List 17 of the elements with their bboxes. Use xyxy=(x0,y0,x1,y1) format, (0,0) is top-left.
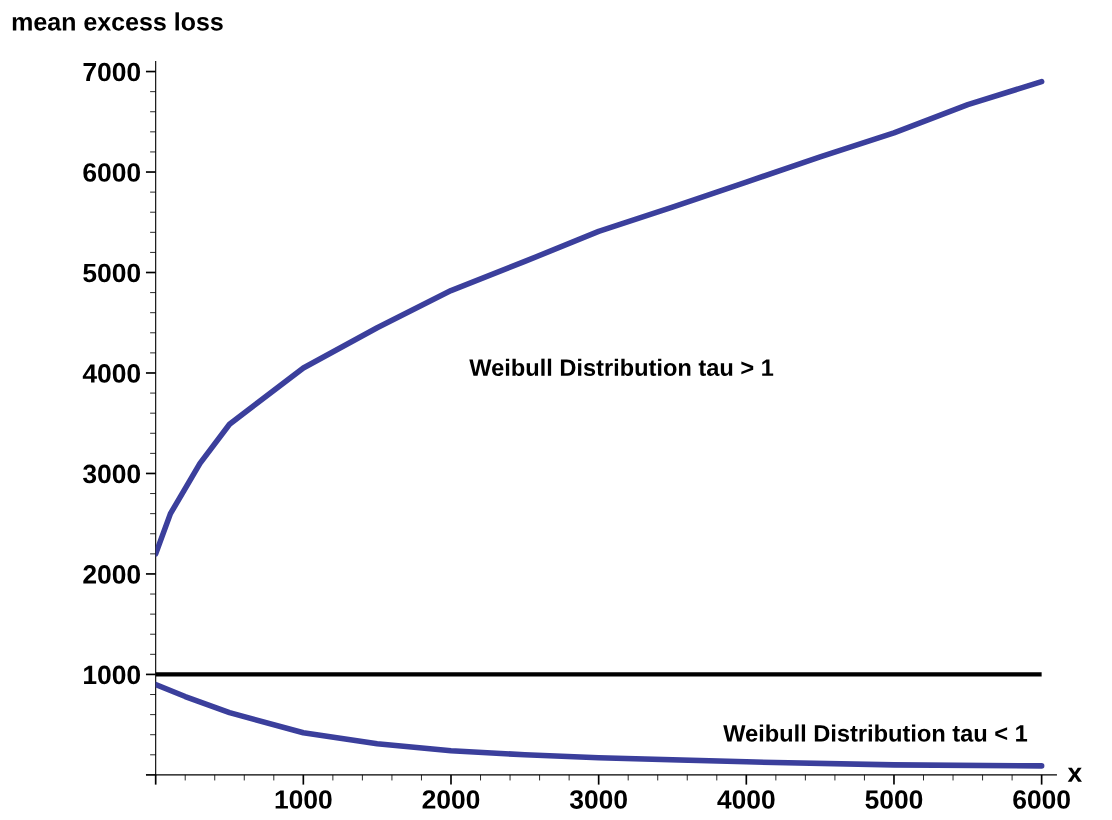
y-tick-label: 5000 xyxy=(83,263,141,283)
x-tick-label: 5000 xyxy=(865,790,923,809)
x-tick-label: 2000 xyxy=(422,790,480,809)
x-tick-label: 3000 xyxy=(569,790,627,809)
y-tick-label: 6000 xyxy=(83,163,141,182)
text: Weibull Distribution tau > 1 xyxy=(469,358,774,377)
y-tick-label: 7000 xyxy=(83,62,141,82)
x-axis-title: x xyxy=(1067,767,1082,782)
x-tick-label: 1000 xyxy=(275,790,332,809)
x-tick-label: 6000 xyxy=(1013,790,1070,809)
x-tick-label: 4000 xyxy=(717,790,775,809)
series-label: Weibull Distribution tau < 1 xyxy=(723,724,1028,742)
y-axis-title: mean excess loss xyxy=(12,12,223,31)
y-tick-label: 1000 xyxy=(84,665,141,685)
y-tick-label: 3000 xyxy=(83,464,141,484)
y-tick-label: 2000 xyxy=(83,565,141,584)
y-tick-label: 4000 xyxy=(82,364,141,383)
